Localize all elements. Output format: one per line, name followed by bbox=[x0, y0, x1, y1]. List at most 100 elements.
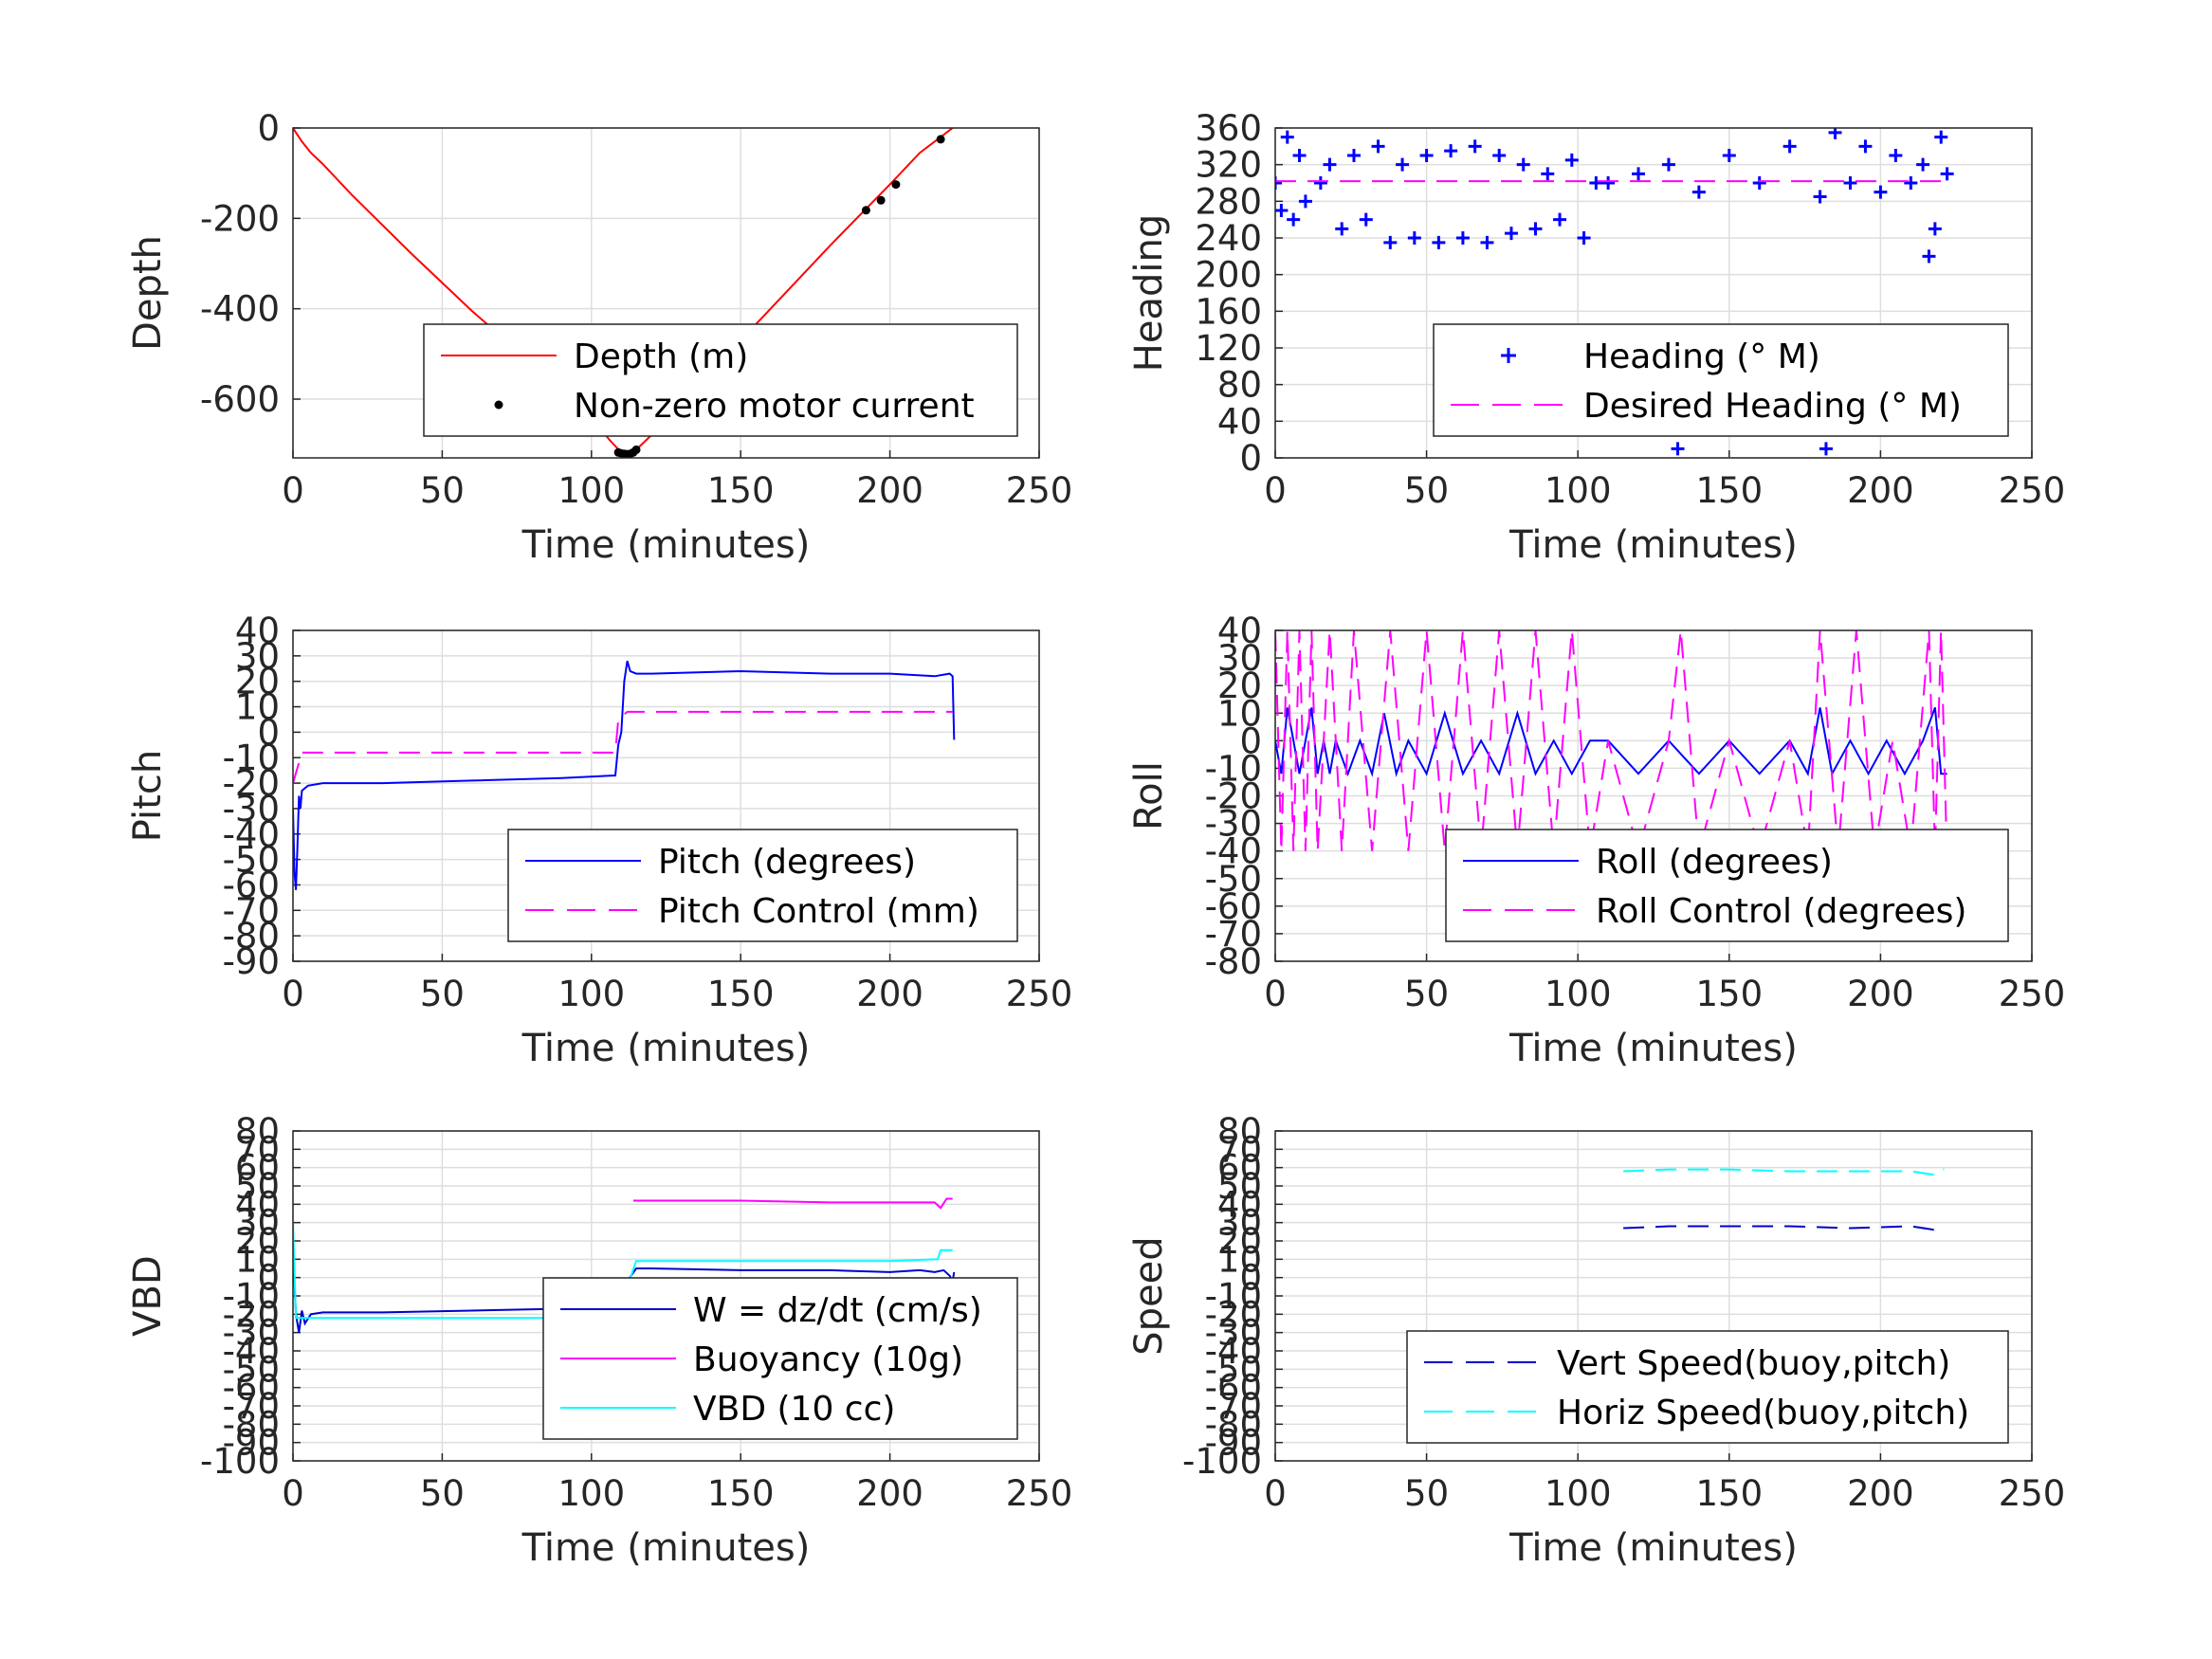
depth-xtick-label: 0 bbox=[282, 470, 304, 511]
depth-ytick-label: -400 bbox=[200, 289, 280, 330]
speed-ytick-label: -90 bbox=[1205, 1423, 1262, 1464]
heading-series-0-point bbox=[1632, 167, 1646, 181]
depth-xtick-label: 100 bbox=[558, 470, 625, 511]
speed-ytick-label: 70 bbox=[1217, 1129, 1262, 1170]
speed-ytick-label: -30 bbox=[1205, 1313, 1262, 1354]
depth-xlabel: Time (minutes) bbox=[521, 523, 811, 567]
pitch-xtick-label: 0 bbox=[282, 974, 304, 1014]
speed-series-1-line bbox=[1623, 1168, 1945, 1176]
heading-axes-box bbox=[1274, 127, 2033, 459]
speed-legend: Vert Speed(buoy,pitch) Horiz Speed(buoy,p… bbox=[1406, 1330, 2009, 1444]
vbd-ytick-label: -80 bbox=[223, 1404, 280, 1445]
roll-legend-box bbox=[1445, 829, 2009, 942]
pitch-ytick-label: -50 bbox=[223, 840, 280, 881]
vbd-ytick-label: 60 bbox=[235, 1148, 280, 1189]
heading-series-0-point bbox=[1904, 176, 1918, 190]
speed-ytick-label: 0 bbox=[1239, 1258, 1262, 1299]
vbd-xtick-label: 50 bbox=[420, 1473, 465, 1514]
heading-ytick-label: 320 bbox=[1195, 145, 1262, 186]
vbd-axes-box bbox=[292, 1130, 1040, 1462]
depth-panel: 0 50 100 150 200 250 0 -200 -400 -600 Time (minute… bbox=[126, 108, 1072, 567]
heading-series-0-point bbox=[1298, 194, 1312, 209]
pitch-xlabel: Time (minutes) bbox=[521, 1027, 811, 1070]
speed-ytick-label: -80 bbox=[1205, 1404, 1262, 1445]
pitch-ytick-label: 20 bbox=[235, 662, 280, 702]
pitch-ytick-label: 10 bbox=[235, 687, 280, 728]
heading-ytick-label: 360 bbox=[1195, 108, 1262, 149]
speed-ytick-label: -40 bbox=[1205, 1331, 1262, 1372]
heading-series-0-point bbox=[1335, 222, 1349, 236]
vbd-ytick-label: -50 bbox=[223, 1349, 280, 1390]
speed-xtick-label: 200 bbox=[1847, 1473, 1914, 1514]
depth-xtick-label: 50 bbox=[420, 470, 465, 511]
heading-series-0-point bbox=[1359, 212, 1373, 227]
heading-series-0-point bbox=[1874, 185, 1888, 199]
pitch-ytick-label: -90 bbox=[223, 941, 280, 982]
speed-legend-label: Horiz Speed(buoy,pitch) bbox=[1557, 1394, 1969, 1432]
heading-ytick-label: 240 bbox=[1195, 218, 1262, 259]
heading-series-0-point bbox=[1275, 204, 1289, 217]
roll-ytick-label: 20 bbox=[1217, 665, 1262, 706]
roll-ytick-label: -80 bbox=[1205, 941, 1262, 982]
heading-series-0-point bbox=[1541, 167, 1555, 181]
depth-series-1-point bbox=[861, 206, 870, 215]
heading-series-0-point bbox=[1722, 149, 1736, 162]
heading-xtick-label: 250 bbox=[1999, 470, 2066, 511]
speed-legend-label: Vert Speed(buoy,pitch) bbox=[1557, 1344, 1950, 1383]
pitch-legend-label: Pitch (degrees) bbox=[658, 843, 916, 882]
roll-ytick-label: -50 bbox=[1205, 859, 1262, 900]
vbd-xtick-label: 200 bbox=[856, 1473, 923, 1514]
pitch-ytick-label: -30 bbox=[223, 789, 280, 830]
roll-xtick-label: 100 bbox=[1545, 974, 1612, 1014]
heading-series-0-point bbox=[1492, 149, 1507, 162]
vbd-xtick-label: 0 bbox=[282, 1473, 304, 1514]
vbd-ytick-label: 80 bbox=[235, 1111, 280, 1152]
depth-xtick-label: 200 bbox=[856, 470, 923, 511]
depth-legend-box bbox=[423, 323, 1018, 437]
speed-ytick-label: -50 bbox=[1205, 1349, 1262, 1390]
speed-ytick-label: 40 bbox=[1217, 1184, 1262, 1225]
pitch-legend-box bbox=[507, 829, 1018, 942]
heading-xtick-label: 0 bbox=[1264, 470, 1287, 511]
heading-legend-label: Heading (° M) bbox=[1583, 337, 1820, 376]
heading-series-0-point bbox=[1396, 157, 1410, 172]
pitch-ytick-label: -60 bbox=[223, 865, 280, 905]
heading-ytick-label: 160 bbox=[1195, 291, 1262, 332]
speed-ytick-label: -10 bbox=[1205, 1276, 1262, 1317]
depth-legend-label: Non-zero motor current bbox=[574, 387, 975, 426]
heading-series-0-point bbox=[1858, 139, 1873, 154]
depth-ylabel: Depth bbox=[126, 235, 170, 351]
heading-legend: Heading (° M) Desired Heading (° M) bbox=[1433, 323, 2009, 437]
vbd-xtick-label: 100 bbox=[558, 1473, 625, 1514]
pitch-ytick-label: 40 bbox=[235, 611, 280, 651]
pitch-panel: 0 50 100 150 200 250403020100-10-20-30-40-50-… bbox=[126, 611, 1072, 1070]
heading-legend-marker bbox=[1501, 348, 1516, 363]
heading-series-0-point bbox=[1455, 231, 1470, 245]
depth-xtick-label: 150 bbox=[707, 470, 775, 511]
heading-xtick-label: 100 bbox=[1545, 470, 1612, 511]
heading-series-0-point bbox=[1843, 176, 1857, 190]
vbd-legend-label: W = dz/dt (cm/s) bbox=[693, 1291, 982, 1330]
pitch-xtick-label: 100 bbox=[558, 974, 625, 1014]
vbd-ytick-label: -10 bbox=[223, 1276, 280, 1317]
speed-axes-box bbox=[1274, 1130, 2033, 1462]
roll-ytick-label: 30 bbox=[1217, 638, 1262, 679]
depth-legend: Depth (m) Non-zero motor current bbox=[423, 323, 1018, 437]
heading-series-0-point bbox=[1577, 231, 1591, 245]
pitch-series-1-line bbox=[293, 710, 953, 784]
depth-series-1-point bbox=[631, 445, 641, 454]
speed-ytick-label: -70 bbox=[1205, 1386, 1262, 1427]
heading-series-0-point bbox=[1916, 157, 1930, 172]
heading-series-0-point bbox=[1468, 139, 1482, 154]
roll-xlabel: Time (minutes) bbox=[1508, 1027, 1798, 1070]
heading-series-0-point bbox=[1323, 157, 1337, 172]
vbd-panel: 0 50 100 150 200 25080706050403020100-10-20-3… bbox=[126, 1111, 1072, 1570]
roll-ytick-label: 10 bbox=[1217, 693, 1262, 734]
pitch-ytick-label: 30 bbox=[235, 636, 280, 677]
heading-series-0-point bbox=[1691, 185, 1706, 199]
roll-xtick-label: 200 bbox=[1847, 974, 1914, 1014]
roll-ytick-label: -30 bbox=[1205, 804, 1262, 845]
pitch-xtick-label: 50 bbox=[420, 974, 465, 1014]
speed-xtick-label: 150 bbox=[1695, 1473, 1763, 1514]
vbd-legend-label: Buoyancy (10g) bbox=[693, 1340, 963, 1379]
